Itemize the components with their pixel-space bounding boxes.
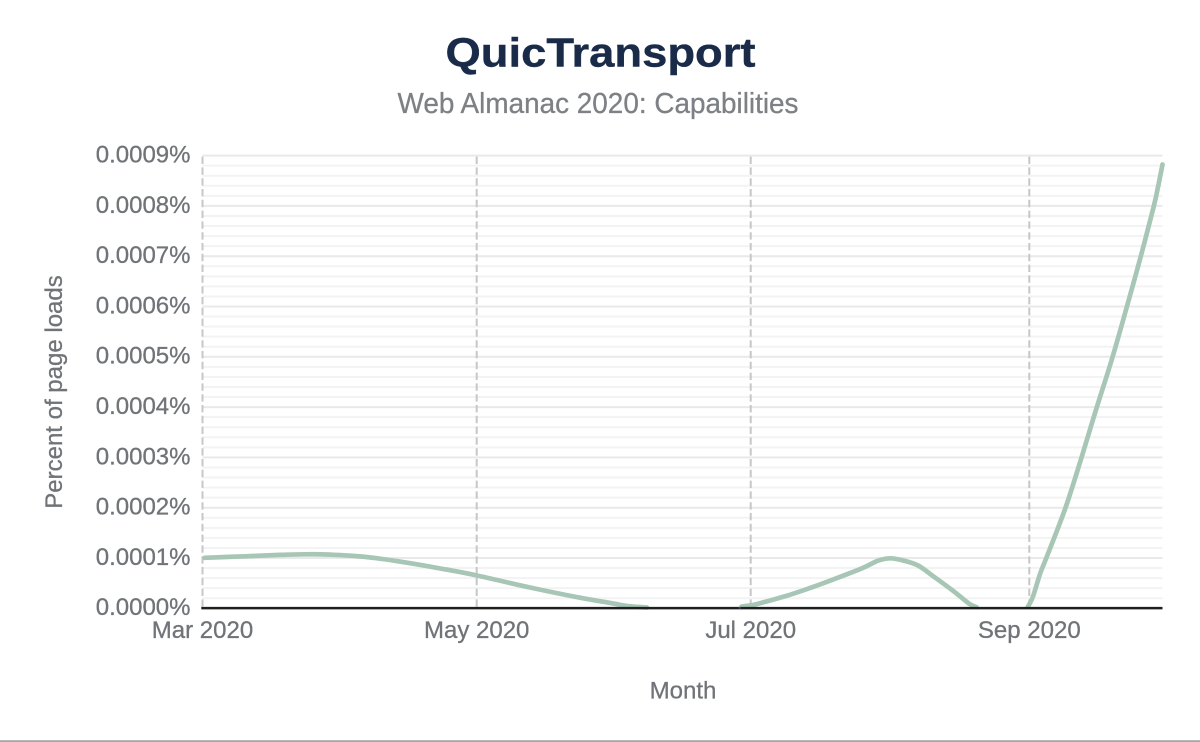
- svg-text:Percent of page loads: Percent of page loads: [41, 275, 68, 509]
- svg-text:0.0000%: 0.0000%: [96, 594, 191, 621]
- svg-text:0.0004%: 0.0004%: [96, 393, 191, 420]
- svg-text:0.0005%: 0.0005%: [96, 343, 191, 370]
- svg-text:0.0002%: 0.0002%: [96, 494, 191, 521]
- svg-text:0.0003%: 0.0003%: [96, 443, 191, 470]
- svg-text:0.0001%: 0.0001%: [96, 544, 191, 571]
- svg-text:0.0007%: 0.0007%: [96, 242, 191, 269]
- svg-text:May 2020: May 2020: [424, 617, 529, 644]
- svg-text:Sep 2020: Sep 2020: [978, 617, 1081, 644]
- svg-text:Month: Month: [650, 678, 717, 705]
- svg-text:Web Almanac 2020: Capabilities: Web Almanac 2020: Capabilities: [398, 88, 799, 120]
- svg-text:Mar 2020: Mar 2020: [152, 617, 253, 644]
- svg-text:Jul 2020: Jul 2020: [705, 617, 796, 644]
- svg-text:QuicTransport: QuicTransport: [446, 30, 756, 76]
- svg-text:0.0009%: 0.0009%: [96, 142, 191, 169]
- svg-text:0.0006%: 0.0006%: [96, 292, 191, 319]
- svg-text:0.0008%: 0.0008%: [96, 192, 191, 219]
